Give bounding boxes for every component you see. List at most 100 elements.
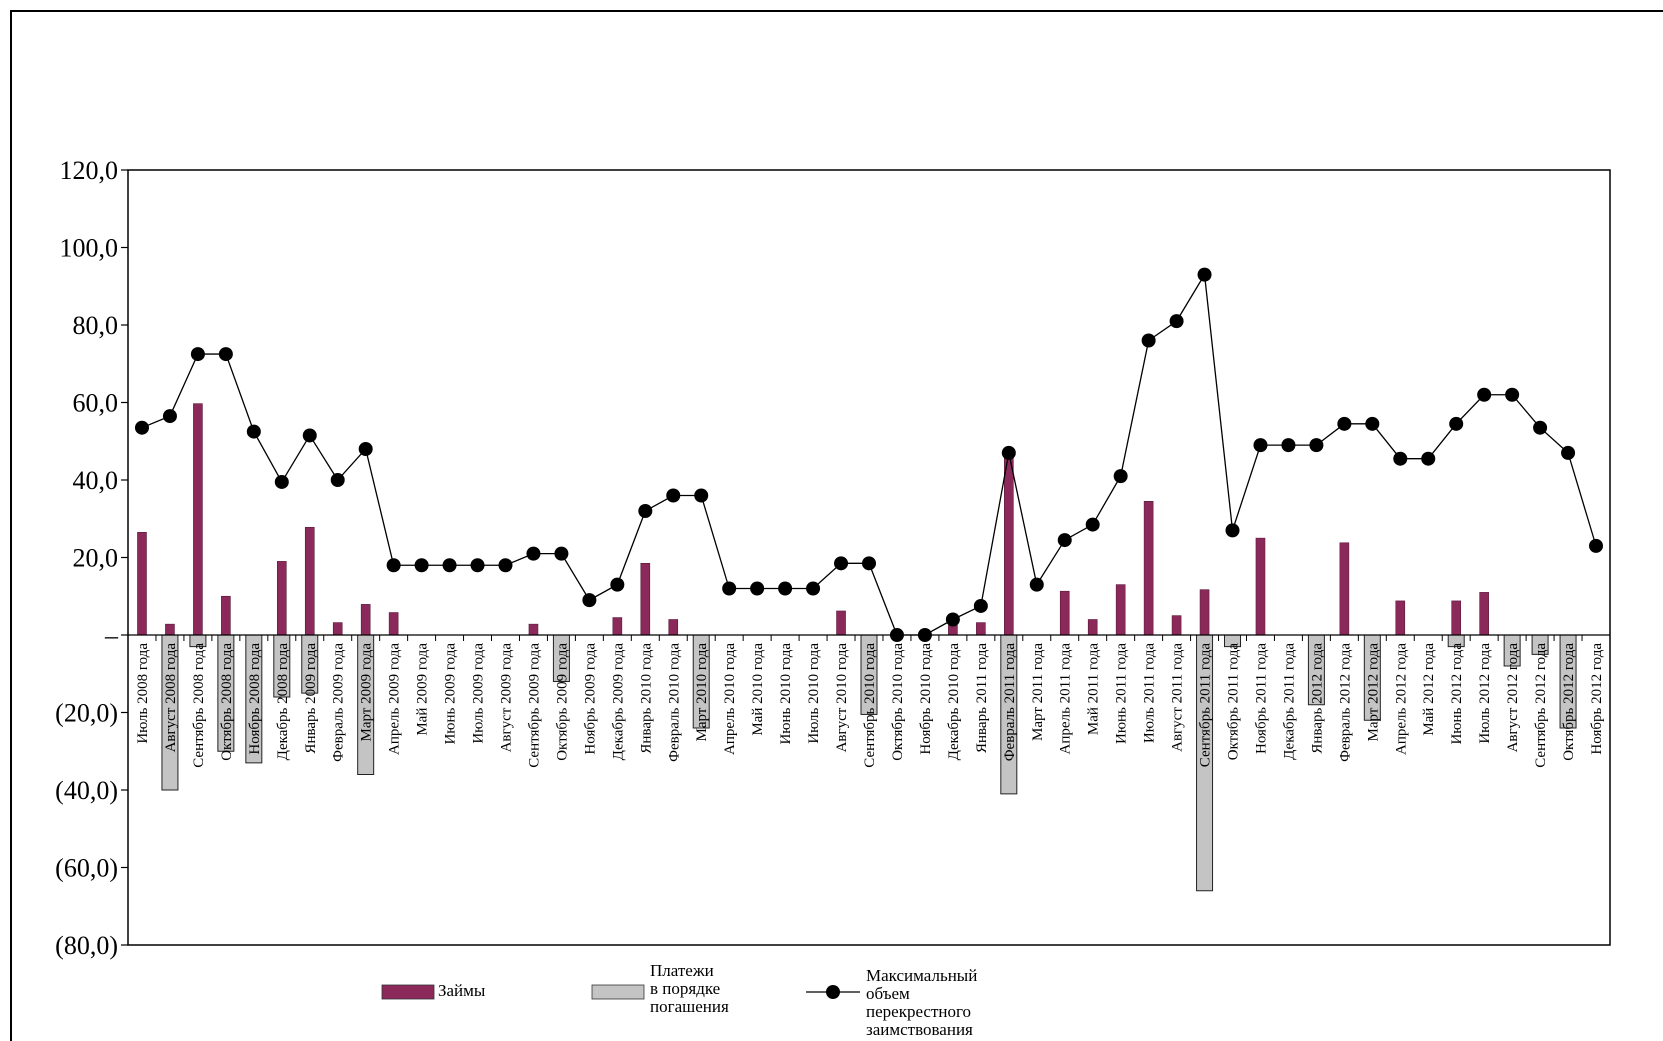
- line-point: [1001, 445, 1016, 460]
- loan-bar: [221, 595, 231, 636]
- loan-bar: [948, 625, 958, 636]
- line-point: [806, 581, 821, 596]
- line-point: [1169, 314, 1184, 329]
- loan-bar: [640, 563, 651, 636]
- x-tick-label: Июль 2010 года: [806, 643, 822, 744]
- loan-bar: [360, 604, 371, 636]
- x-tick-label: Март 2011 года: [1030, 643, 1046, 741]
- x-tick-label: Сентябрь 2012 года: [1533, 643, 1549, 768]
- loan-bar: [1171, 615, 1182, 636]
- legend-label-repayments: Платежи в порядке погашения: [650, 962, 729, 1016]
- line-point: [1225, 523, 1240, 538]
- line-point: [862, 556, 876, 571]
- line-point: [218, 347, 233, 362]
- legend-label-max-volume-line: Максимальный объем: [866, 966, 978, 1003]
- x-tick-label: Август 2009 года: [498, 643, 514, 753]
- y-tick-label: (80,0): [55, 931, 118, 960]
- repayment-bars: [161, 634, 1577, 892]
- x-tick-label: Июль 2011 года: [1142, 643, 1158, 743]
- line-point: [973, 598, 988, 613]
- line-point: [358, 442, 373, 456]
- line-point: [1421, 451, 1436, 466]
- line-point: [1197, 267, 1212, 282]
- line-point: [582, 593, 597, 608]
- line-point: [470, 558, 485, 573]
- loan-bar: [836, 610, 846, 636]
- loan-bar: [1339, 542, 1350, 636]
- line-point: [1113, 469, 1128, 484]
- line-point: [498, 558, 513, 573]
- x-tick-label: Июнь 2012 года: [1449, 643, 1465, 745]
- legend-label-repayments-line: погашения: [650, 997, 729, 1016]
- x-tick-label: Июль 2012 года: [1477, 643, 1493, 744]
- loan-bar: [528, 623, 539, 636]
- y-tick-label: 80,0: [73, 311, 119, 340]
- line-point: [1085, 517, 1100, 532]
- x-tick-label: Январь 2011 года: [974, 643, 990, 753]
- line-point: [526, 546, 541, 561]
- x-tick-label: Декабрь 2009 года: [610, 643, 626, 761]
- x-tick-label: Май 2009 года: [415, 643, 431, 736]
- x-tick-label: Октябрь 2011 года: [1226, 643, 1242, 761]
- x-tick-label: Сентябрь 2011 года: [1198, 643, 1214, 768]
- line-point: [666, 488, 681, 503]
- line-point: [1589, 538, 1604, 553]
- x-tick-label: Март 2012 года: [1365, 643, 1381, 742]
- loan-bar: [668, 619, 679, 636]
- x-tick-label: Февраль 2009 года: [331, 643, 347, 762]
- loan-bar: [304, 526, 315, 636]
- x-axis: Июль 2008 года Август 2008 года Сентябрь 2…: [127, 634, 1611, 768]
- x-tick-label: Ноябрь 2008 года: [247, 643, 263, 755]
- line-point: [750, 581, 765, 596]
- loan-bar: [1059, 590, 1070, 636]
- x-tick-label: Октябрь 2010 года: [890, 643, 906, 761]
- loan-bar: [1115, 584, 1126, 636]
- x-tick-label: Январь 2012 года: [1309, 643, 1325, 754]
- loan-bar: [1451, 600, 1462, 636]
- x-tick-label: Август 2010 года: [834, 643, 850, 753]
- line-point: [302, 428, 317, 443]
- x-tick-label: Апрель 2010 года: [722, 643, 738, 755]
- line-point: [1393, 451, 1408, 466]
- x-tick-label: Март 2009 года: [359, 643, 375, 742]
- line-point: [414, 558, 429, 573]
- y-axis: 120,0 100,0 80,0 60,0 40,0 20,0 – (20,0) (40,0) (…: [55, 156, 128, 960]
- loan-bar: [1087, 619, 1098, 636]
- loan-bar: [388, 612, 399, 636]
- x-tick-label: Январь 2009 года: [303, 643, 319, 754]
- line-point: [330, 473, 345, 487]
- x-tick-label: Ноябрь 2011 года: [1253, 643, 1269, 754]
- x-tick-label: Октябрь 2012 года: [1561, 643, 1577, 761]
- loan-bar: [1143, 501, 1154, 636]
- line-point: [1281, 438, 1296, 453]
- line-point: [134, 420, 149, 435]
- line-point: [778, 581, 793, 596]
- chart-frame: [10, 10, 1663, 1041]
- x-tick-label: Январь 2010 года: [638, 643, 654, 754]
- x-tick-label: Апрель 2011 года: [1058, 643, 1074, 755]
- loan-bar: [137, 532, 147, 636]
- line-point: [917, 628, 932, 642]
- line-point: [1477, 387, 1492, 402]
- line-point: [386, 558, 401, 573]
- legend-label-repayments-line: Платежи: [650, 961, 714, 980]
- line-point: [1365, 416, 1380, 431]
- line-point: [274, 474, 289, 489]
- line-point: [638, 504, 653, 518]
- legend-label-max-volume-line: перекрестного заимствования: [866, 1002, 973, 1039]
- line-point: [1253, 438, 1268, 453]
- x-tick-label: Декабрь 2008 года: [275, 643, 291, 761]
- x-tick-label: Декабрь 2010 года: [946, 643, 962, 761]
- line-point: [1141, 333, 1156, 348]
- x-tick-label: Сентябрь 2010 года: [862, 643, 878, 768]
- x-tick-label: Октябрь 2008 года: [219, 643, 235, 761]
- x-tick-label: Июль 2008 года: [135, 643, 151, 744]
- loan-bar: [276, 561, 287, 636]
- line-point: [834, 556, 849, 571]
- x-tick-label: Ноябрь 2009 года: [582, 643, 598, 755]
- x-tick-label: Сентябрь 2008 года: [191, 643, 207, 768]
- x-tick-label: Август 2012 года: [1505, 643, 1521, 753]
- line-point: [722, 581, 737, 596]
- x-tick-label: Июнь 2010 года: [778, 643, 794, 745]
- x-tick-label: Апрель 2012 года: [1393, 643, 1409, 755]
